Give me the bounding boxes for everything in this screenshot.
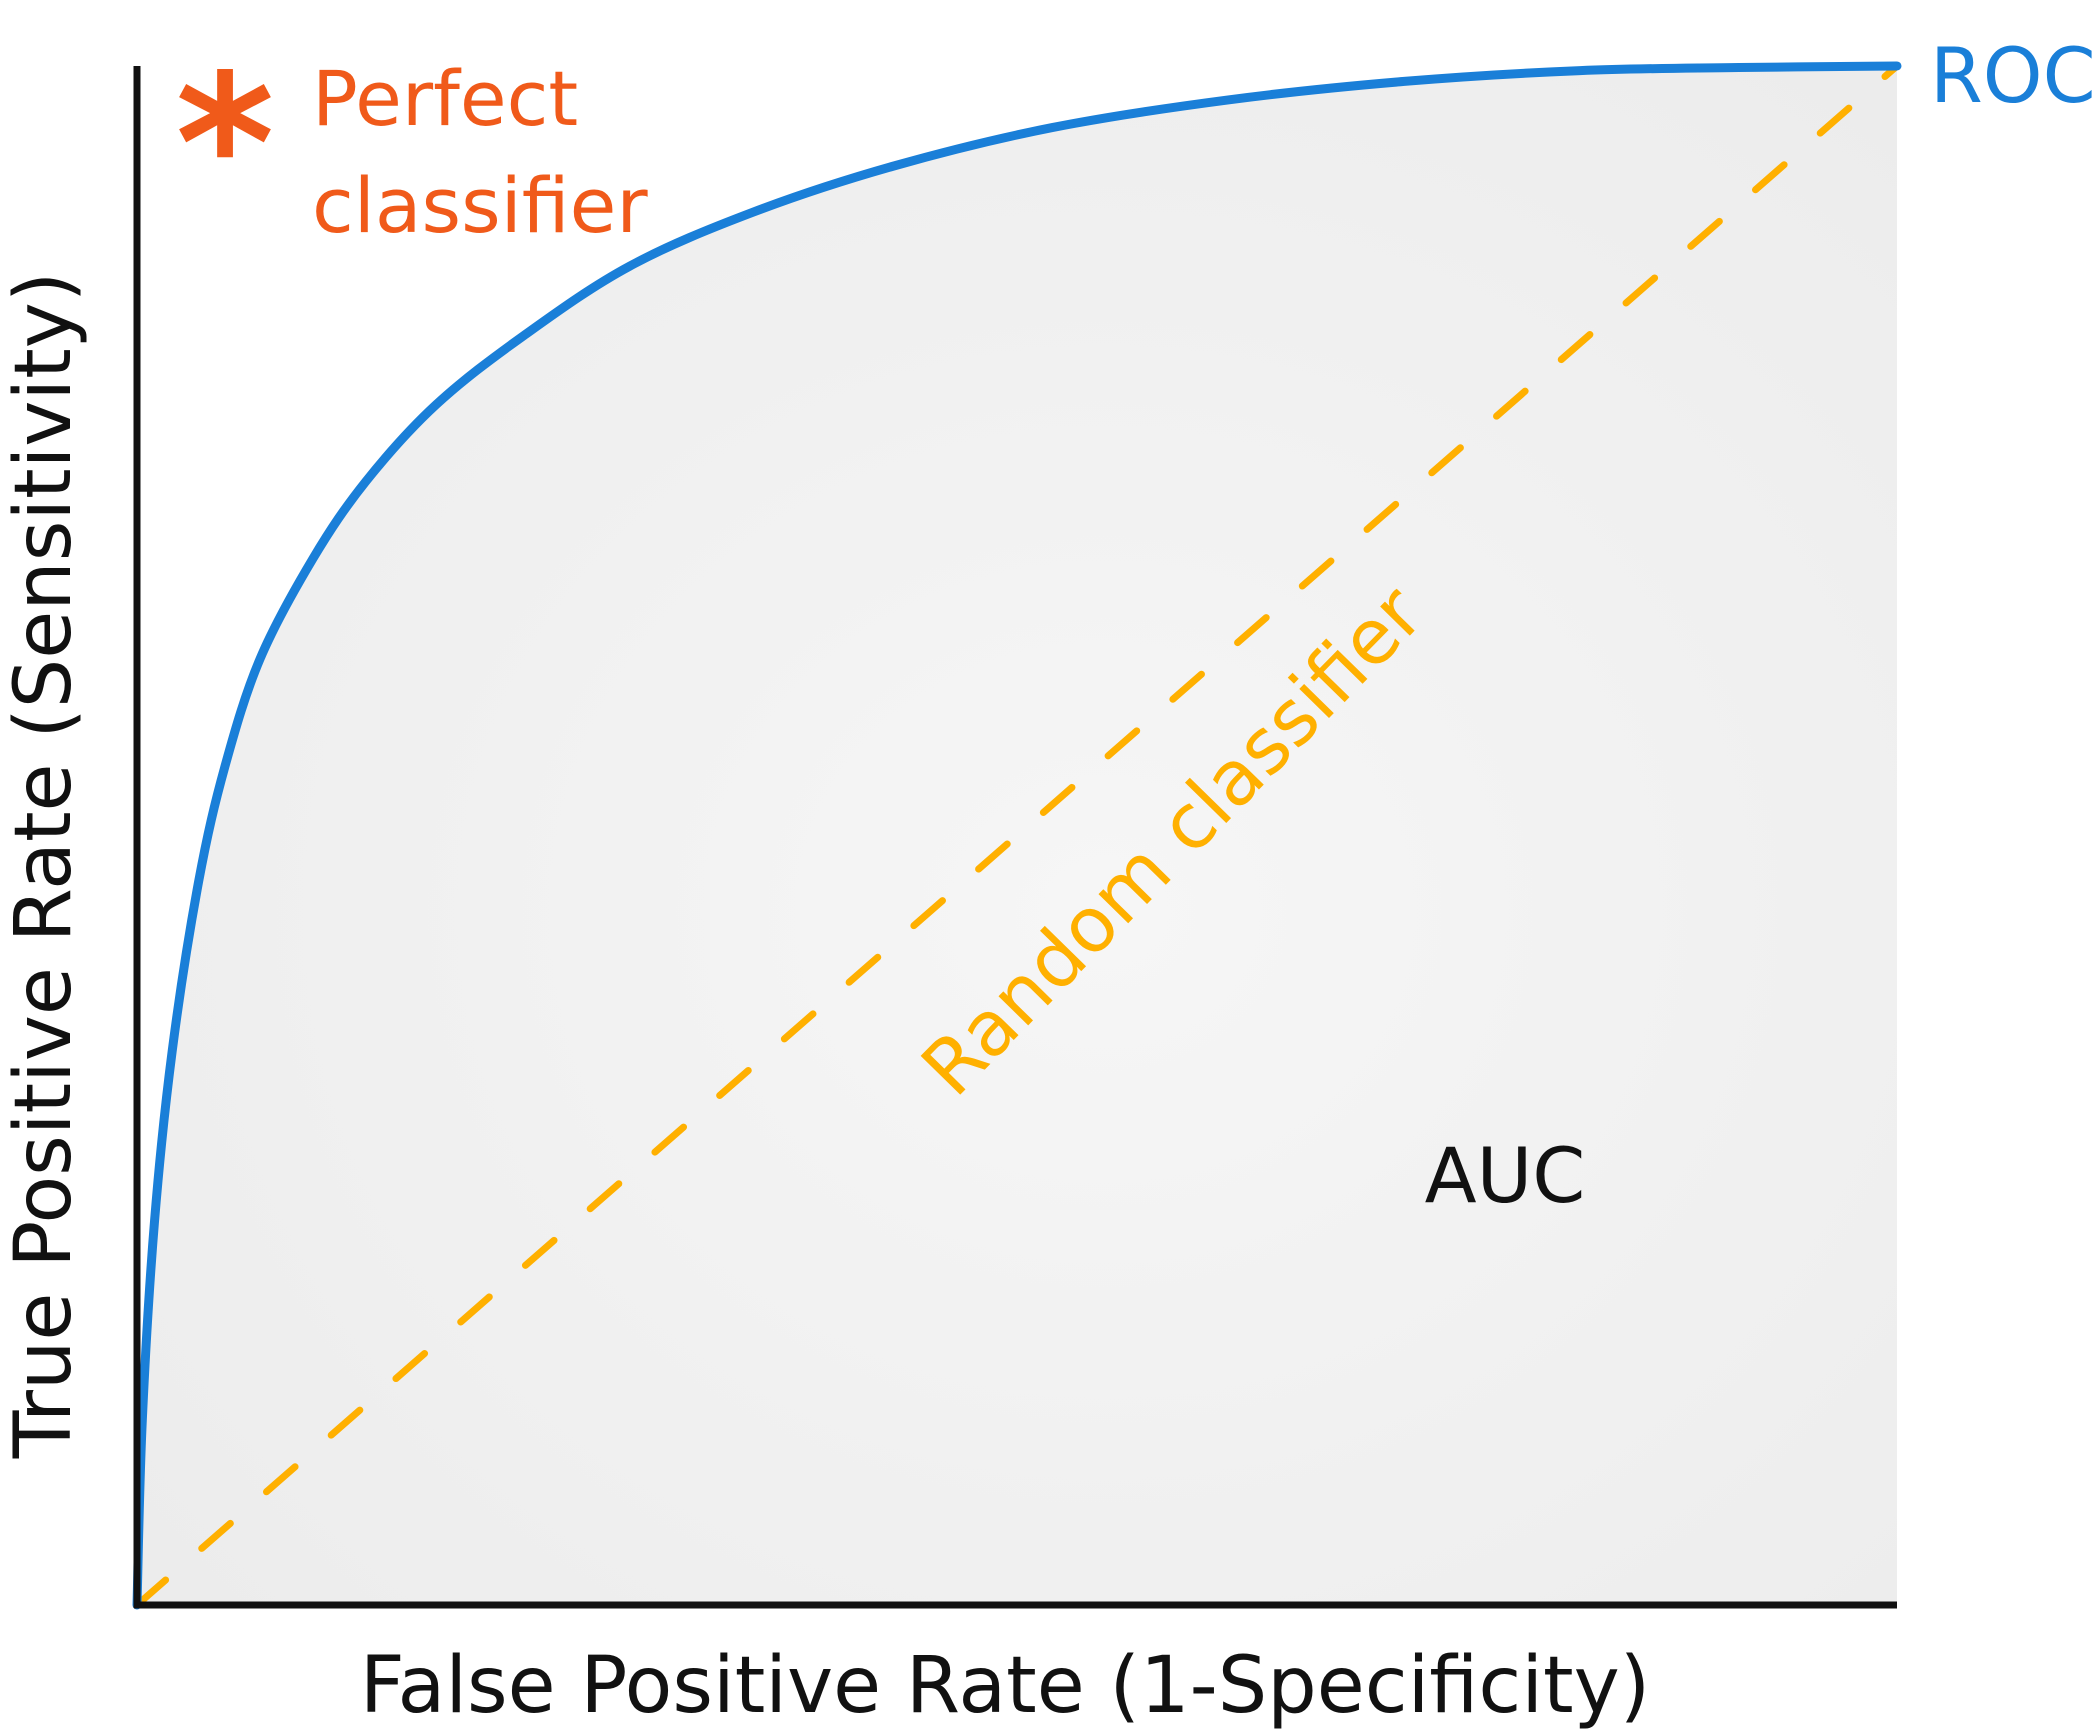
- perfect-classifier-label-line1: Perfect: [312, 54, 578, 143]
- perfect-classifier-star-icon: *: [175, 34, 274, 255]
- x-axis-label: False Positive Rate (1-Specificity): [360, 1641, 1650, 1731]
- roc-curve-line: [132, 61, 1902, 1610]
- roc-series-label: ROC: [1930, 31, 2096, 120]
- y-axis-label: True Positive Rate (Sensitivity): [0, 272, 89, 1460]
- auc-label: AUC: [1425, 1131, 1586, 1220]
- perfect-classifier-label-line2: classifier: [312, 161, 648, 250]
- series-layer: [132, 61, 1902, 1610]
